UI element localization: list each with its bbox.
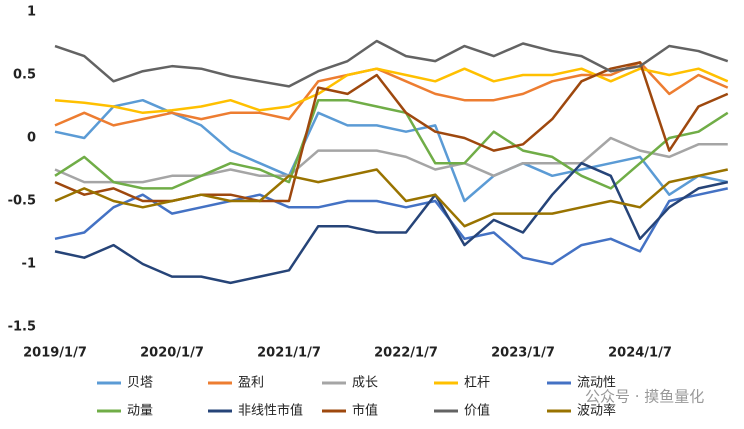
y-tick-label: 1	[27, 5, 36, 20]
y-tick-label: -1	[22, 257, 36, 272]
legend-label: 价值	[464, 403, 490, 419]
series-line	[54, 136, 728, 184]
legend-label: 流动性	[577, 376, 616, 391]
legend-label: 贝塔	[127, 376, 153, 391]
series-line	[54, 67, 729, 115]
legend-label: 成长	[352, 376, 378, 391]
series-line	[54, 187, 729, 266]
y-tick-label: 0	[27, 131, 36, 146]
legend-label: 杠杆	[464, 375, 490, 391]
y-tick-label: -1.5	[8, 320, 36, 335]
legend-label: 波动率	[577, 403, 616, 419]
legend-label: 盈利	[238, 376, 264, 391]
series-line	[54, 61, 729, 127]
series-line	[54, 168, 729, 228]
x-tick-label: 2023/1/7	[491, 346, 555, 361]
watermark: 公众号 · 摸鱼量化	[585, 388, 704, 406]
x-tick-label: 2022/1/7	[374, 346, 438, 361]
series-line	[54, 39, 729, 88]
x-tick-label: 2024/1/7	[608, 346, 672, 361]
x-tick-label: 2019/1/7	[23, 346, 87, 361]
legend-label: 市值	[352, 403, 378, 419]
y-tick-label: 0.5	[13, 68, 36, 83]
x-tick-label: 2021/1/7	[257, 346, 321, 361]
series-line	[54, 161, 729, 285]
x-tick-label: 2020/1/7	[140, 346, 204, 361]
y-tick-label: -0.5	[8, 194, 36, 209]
legend-label: 动量	[127, 404, 153, 419]
legend-label: 非线性市值	[238, 403, 303, 419]
